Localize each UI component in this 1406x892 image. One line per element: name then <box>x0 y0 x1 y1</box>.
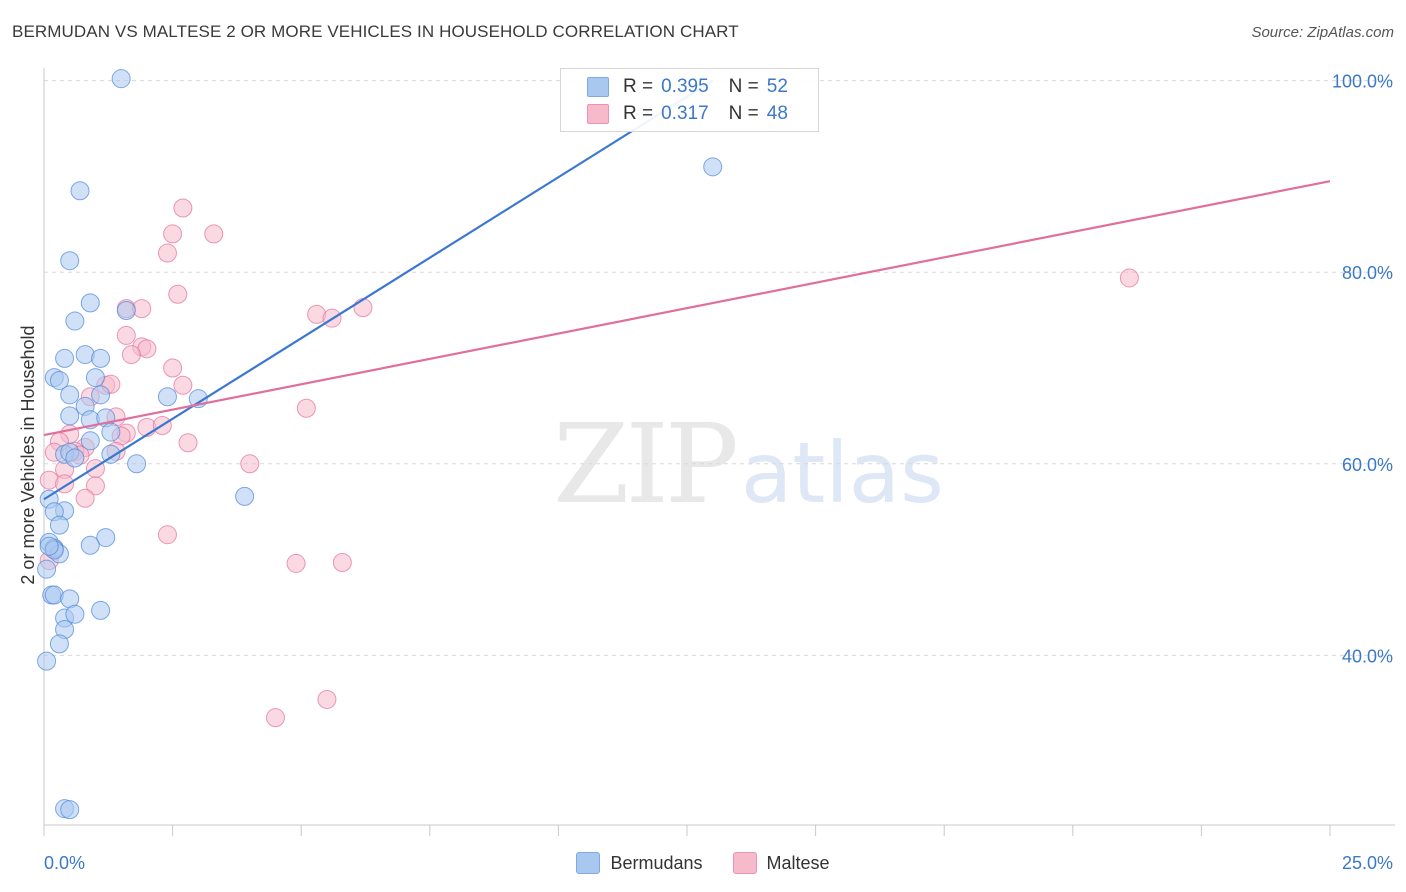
bermudans-point <box>60 800 80 820</box>
maltese-point <box>265 708 285 728</box>
bermudans-point <box>60 406 80 426</box>
legend-label-maltese: Maltese <box>766 852 830 873</box>
legend-label-bermudans: Bermudans <box>610 852 703 873</box>
y-tick-label: 40.0% <box>1342 646 1393 666</box>
bermudans-point <box>37 559 57 579</box>
y-tick-label: 80.0% <box>1342 263 1393 283</box>
maltese-point <box>157 525 177 545</box>
bermudans-point <box>85 368 105 388</box>
bermudans-point <box>80 293 100 313</box>
bermudans-point <box>55 348 75 368</box>
axes <box>43 68 1395 836</box>
bermudans-point <box>70 181 90 201</box>
bermudans-point <box>65 604 85 624</box>
legend-item-maltese[interactable]: Maltese <box>732 852 830 874</box>
n-label: N = <box>728 76 759 97</box>
bermudans-point <box>65 311 85 331</box>
maltese-point <box>168 284 188 304</box>
maltese-point <box>178 433 198 453</box>
maltese-points <box>39 198 1139 728</box>
source-credit: Source: ZipAtlas.com <box>1251 24 1394 41</box>
maltese-point <box>121 345 141 365</box>
legend-item-bermudans[interactable]: Bermudans <box>576 852 703 874</box>
r-value: 0.317 <box>661 103 709 124</box>
x-tick-label: 25.0% <box>1342 853 1393 873</box>
bermudans-point <box>60 385 80 405</box>
chart-title: BERMUDAN VS MALTESE 2 OR MORE VEHICLES I… <box>12 22 739 41</box>
maltese-point <box>157 243 177 263</box>
axis-labels: 40.0% 60.0% 80.0% 100.0% 0.0% 25.0% 2 or more … <box>18 72 1393 873</box>
maltese-point <box>163 224 183 244</box>
bermudans-point <box>49 370 69 390</box>
legend-row-bermudans: R = 0.395 N = 52 <box>587 74 788 100</box>
bermudans-point <box>39 536 59 556</box>
bermudans-trend-line <box>43 79 714 501</box>
x-tick-label: 0.0% <box>44 853 85 873</box>
maltese-point <box>163 358 183 378</box>
bermudans-point <box>65 448 85 468</box>
bermudans-point <box>101 422 121 442</box>
maltese-point <box>317 689 337 709</box>
maltese-point <box>353 298 373 318</box>
n-value: 52 <box>766 76 788 97</box>
r-label: R = <box>623 103 654 124</box>
maltese-point <box>173 198 193 218</box>
maltese-trend-line <box>43 180 1331 437</box>
bermudans-point <box>96 528 116 548</box>
bermudans-point <box>111 69 131 89</box>
legend-row-maltese: R = 0.317 N = 48 <box>587 101 788 127</box>
bermudans-point <box>157 387 177 407</box>
bermudans-point <box>703 157 723 177</box>
y-axis-title: 2 or more Vehicles in Household <box>18 325 38 584</box>
r-value: 0.395 <box>661 76 709 97</box>
n-value: 48 <box>766 103 788 124</box>
maltese-point <box>1119 268 1139 288</box>
maltese-point <box>286 553 306 573</box>
correlation-legend: R = 0.395 N = 52 R = 0.317 N = 48 <box>560 68 819 132</box>
bermudans-point <box>235 486 255 506</box>
trend-lines <box>43 79 1331 501</box>
maltese-point <box>296 398 316 418</box>
maltese-point <box>173 375 193 395</box>
bermudans-point <box>116 301 136 321</box>
bermudans-point <box>60 251 80 271</box>
bermudans-point <box>80 431 100 451</box>
bermudans-point <box>91 600 111 620</box>
watermark-atlas: atlas <box>740 424 944 522</box>
bermudans-swatch <box>576 852 601 874</box>
maltese-point <box>85 476 105 496</box>
y-tick-label: 60.0% <box>1342 455 1393 475</box>
maltese-swatch <box>732 852 757 874</box>
maltese-point <box>116 325 136 345</box>
bermudans-point <box>80 535 100 555</box>
maltese-point <box>332 552 352 572</box>
n-label: N = <box>728 103 759 124</box>
maltese-point <box>75 488 95 508</box>
bermudans-point <box>127 454 147 474</box>
maltese-point <box>204 224 224 244</box>
bermudans-point <box>91 385 111 405</box>
bermudans-point <box>91 348 111 368</box>
bermudans-points <box>37 69 723 820</box>
r-label: R = <box>623 76 654 97</box>
bermudans-point <box>49 515 69 535</box>
bermudans-point <box>101 444 121 464</box>
bermudans-swatch <box>587 77 609 97</box>
series-legend: Bermudans Maltese <box>0 852 1406 874</box>
maltese-swatch <box>587 104 609 124</box>
y-tick-label: 100.0% <box>1332 72 1393 92</box>
bermudans-point <box>49 634 69 654</box>
bermudans-point <box>37 651 57 671</box>
maltese-point <box>240 454 260 474</box>
